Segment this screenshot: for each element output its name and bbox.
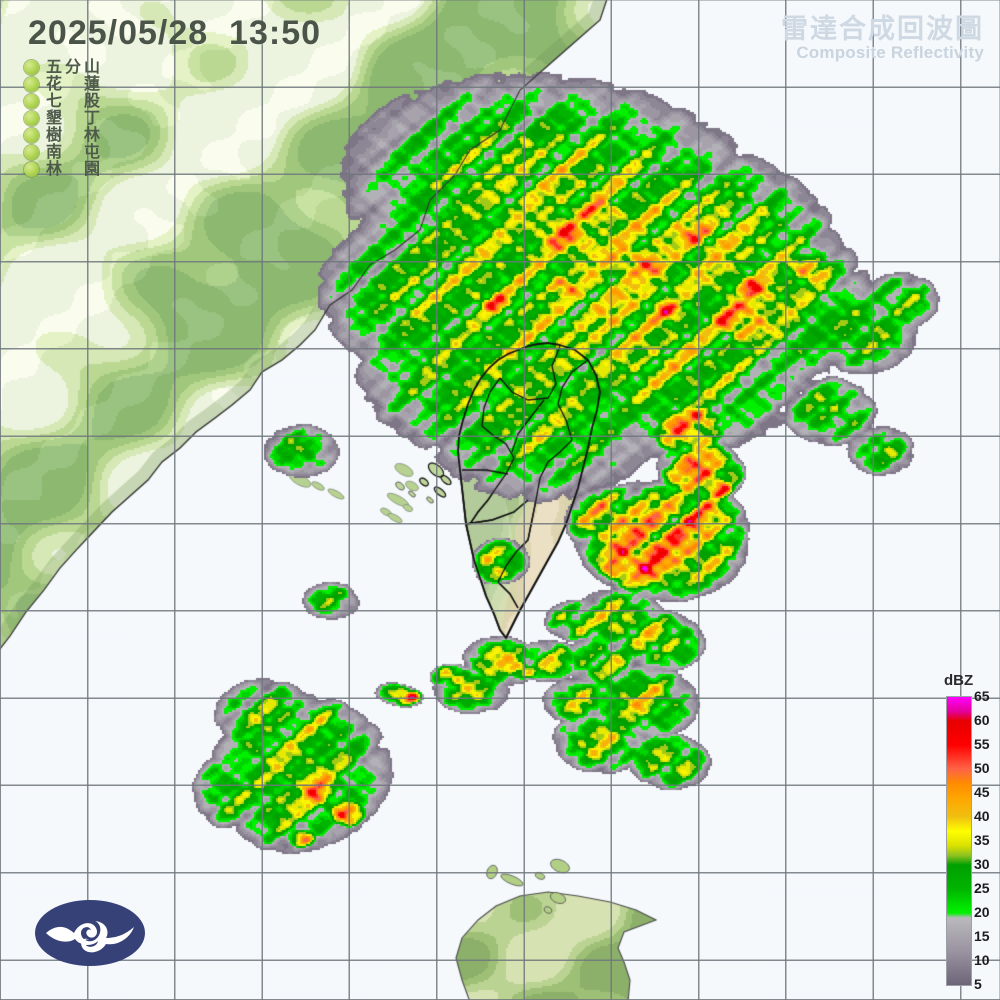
colorbar-tick: 20 [974, 904, 990, 920]
colorbar-tick: 10 [974, 952, 990, 968]
station-dot-icon [24, 111, 39, 126]
station-dot-icon [24, 128, 39, 143]
colorbar-gradient [946, 696, 972, 986]
station-name-column-2: 分 [62, 58, 81, 75]
colorbar-tick: 65 [974, 688, 990, 704]
product-title-zh: 雷達合成回波圖 [781, 14, 984, 45]
colorbar-tick: 5 [974, 976, 982, 992]
colorbar-tick: 45 [974, 784, 990, 800]
colorbar-tick-labels: 65 60 55 50 45 40 35 30 25 20 15 10 5 [974, 688, 998, 992]
radar-station-legend: 五花七墾樹南林 分 山蓮股丁林屯園 [24, 58, 100, 188]
colorbar: dBZ 65 60 55 50 45 40 35 30 25 20 15 10 5 [932, 672, 994, 994]
colorbar-tick: 30 [974, 856, 990, 872]
colorbar-tick: 25 [974, 880, 990, 896]
station-name-column-1: 五花七墾樹南林 [43, 58, 62, 177]
colorbar-tick: 35 [974, 832, 990, 848]
station-dot-icon [24, 145, 39, 160]
colorbar-tick: 60 [974, 712, 990, 728]
timestamp-label: 2025/05/28 13:50 [28, 14, 322, 52]
station-dot-icon [24, 60, 39, 75]
station-name-column-3: 山蓮股丁林屯園 [81, 58, 100, 177]
product-title: 雷達合成回波圖 Composite Reflectivity [781, 14, 984, 63]
colorbar-unit-label: dBZ [944, 672, 974, 689]
station-dot-list [24, 58, 39, 177]
colorbar-tick: 15 [974, 928, 990, 944]
colorbar-tick: 40 [974, 808, 990, 824]
cwa-logo [35, 900, 145, 966]
station-dot-icon [24, 94, 39, 109]
station-dot-icon [24, 77, 39, 92]
colorbar-tick: 55 [974, 736, 990, 752]
station-dot-icon [24, 162, 39, 177]
product-title-en: Composite Reflectivity [796, 43, 984, 63]
colorbar-tick: 50 [974, 760, 990, 776]
